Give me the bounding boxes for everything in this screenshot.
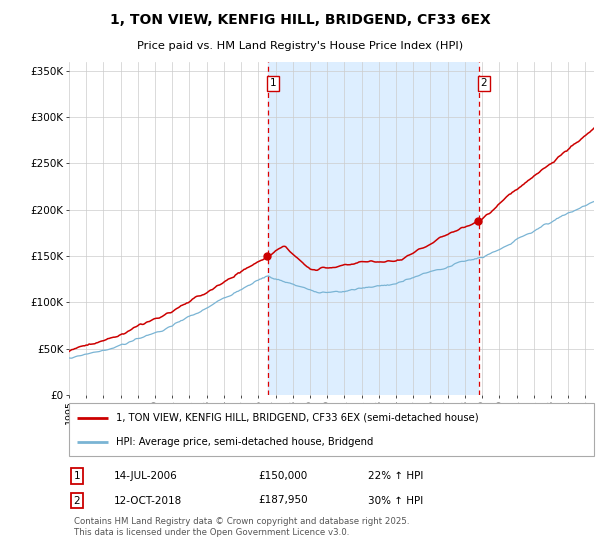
Text: 22% ↑ HPI: 22% ↑ HPI <box>368 471 424 481</box>
Text: 14-JUL-2006: 14-JUL-2006 <box>113 471 178 481</box>
Text: Price paid vs. HM Land Registry's House Price Index (HPI): Price paid vs. HM Land Registry's House … <box>137 41 463 52</box>
Bar <box>268 62 478 395</box>
Text: 30% ↑ HPI: 30% ↑ HPI <box>368 496 424 506</box>
Text: 1, TON VIEW, KENFIG HILL, BRIDGEND, CF33 6EX: 1, TON VIEW, KENFIG HILL, BRIDGEND, CF33… <box>110 13 490 27</box>
Text: 2: 2 <box>481 78 487 88</box>
Text: 1, TON VIEW, KENFIG HILL, BRIDGEND, CF33 6EX (semi-detached house): 1, TON VIEW, KENFIG HILL, BRIDGEND, CF33… <box>116 413 479 423</box>
Text: £187,950: £187,950 <box>258 496 308 506</box>
Text: HPI: Average price, semi-detached house, Bridgend: HPI: Average price, semi-detached house,… <box>116 437 374 447</box>
Text: £150,000: £150,000 <box>258 471 307 481</box>
Text: 2: 2 <box>74 496 80 506</box>
FancyBboxPatch shape <box>69 403 594 456</box>
Text: 12-OCT-2018: 12-OCT-2018 <box>113 496 182 506</box>
Text: 1: 1 <box>74 471 80 481</box>
Text: 1: 1 <box>270 78 277 88</box>
Text: Contains HM Land Registry data © Crown copyright and database right 2025.
This d: Contains HM Land Registry data © Crown c… <box>74 517 410 537</box>
